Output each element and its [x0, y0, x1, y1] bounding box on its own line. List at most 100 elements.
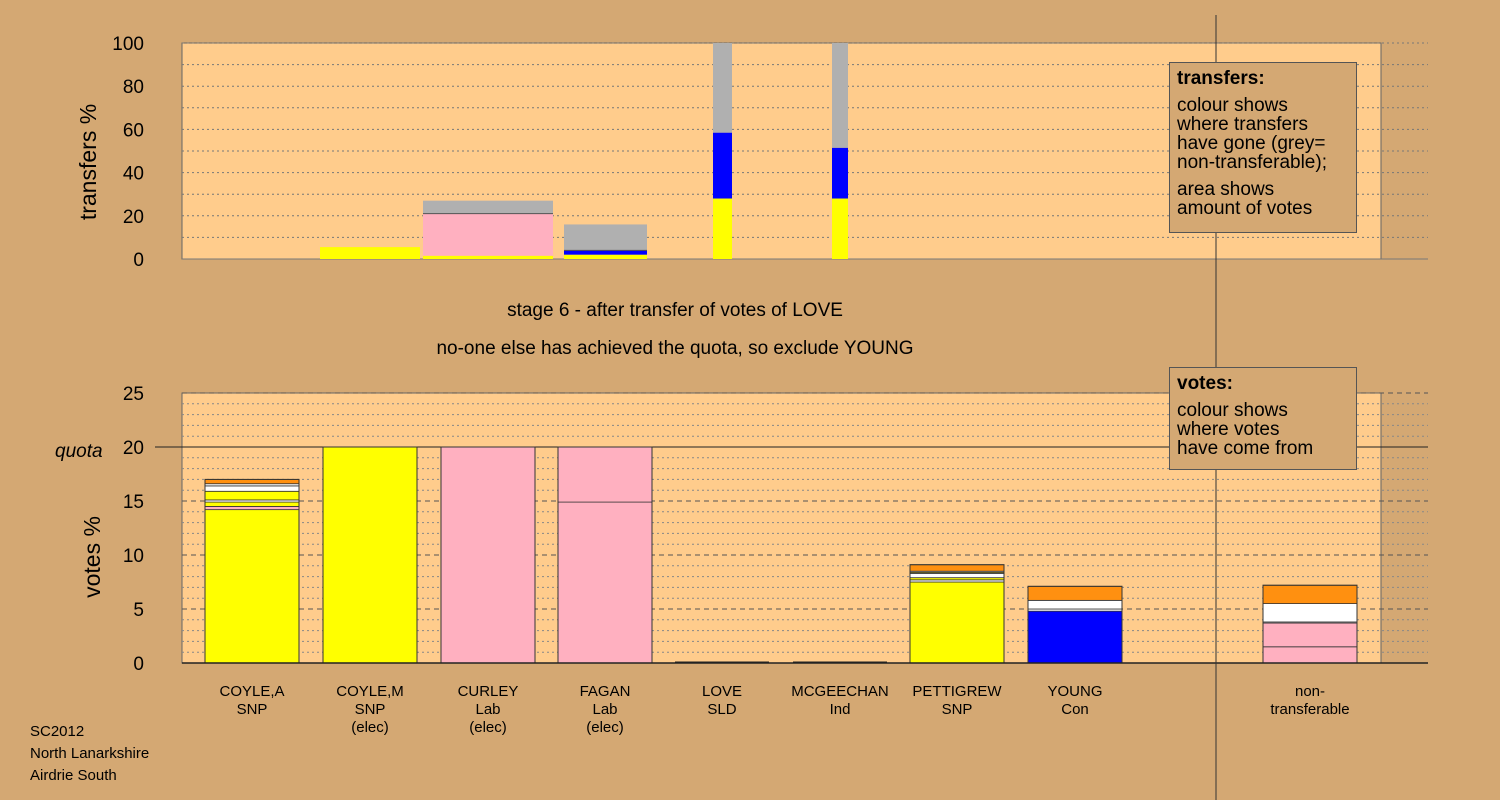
- transfer-bar: [564, 224, 647, 259]
- x-category-label: transferable: [1270, 701, 1349, 718]
- y-tick-label: 20: [123, 438, 144, 459]
- vote-segment: [909, 581, 1005, 664]
- x-category-label: LOVE: [702, 683, 742, 700]
- vote-segment: [557, 446, 653, 503]
- legend-line: have gone (grey=: [1177, 133, 1326, 154]
- legend-line: have come from: [1177, 438, 1314, 459]
- legend-line: non-transferable);: [1177, 152, 1327, 173]
- x-category-label: Ind: [830, 701, 851, 718]
- vote-bar: [1262, 584, 1358, 664]
- transfer-segment: [564, 254, 647, 259]
- vote-segment: [204, 485, 300, 492]
- transfers-y-label: transfers %: [75, 104, 101, 220]
- x-category-label: SLD: [707, 701, 736, 718]
- transfer-segment: [320, 247, 420, 259]
- footer-election: SC2012: [30, 723, 85, 740]
- votes-bars: [182, 446, 1428, 664]
- transfer-segment: [564, 250, 647, 255]
- transfer-bar: [423, 200, 553, 259]
- transfer-segment: [713, 43, 732, 133]
- legend-line: where transfers: [1177, 114, 1308, 135]
- vote-bar: [1027, 585, 1123, 664]
- transfers-bars: [320, 43, 848, 259]
- legend-line: amount of votes: [1177, 198, 1313, 219]
- transfer-bar: [713, 43, 732, 259]
- y-tick-label: 80: [123, 77, 144, 98]
- legend-line: colour shows: [1177, 400, 1288, 421]
- transfers-legend-title: transfers:: [1177, 68, 1265, 89]
- x-category-label: MCGEECHAN: [791, 683, 889, 700]
- vote-bar: [909, 564, 1005, 664]
- vote-segment: [322, 446, 418, 664]
- transfer-segment: [423, 255, 553, 259]
- x-category-label: SNP: [355, 701, 386, 718]
- vote-segment: [1262, 603, 1358, 623]
- vote-segment: [1027, 585, 1123, 601]
- votes-y-label: votes %: [79, 516, 105, 598]
- y-tick-label: 100: [112, 34, 144, 55]
- x-category-label: Con: [1061, 701, 1089, 718]
- transfer-segment: [832, 198, 848, 259]
- footer-council: North Lanarkshire: [30, 745, 150, 762]
- transfers-y-ticks: 0 20 40 60 80 100: [112, 34, 144, 271]
- vote-segment: [1262, 646, 1358, 664]
- x-category-label: CURLEY: [458, 683, 519, 700]
- y-tick-label: 10: [123, 546, 144, 567]
- x-category-label: non-: [1295, 683, 1325, 700]
- legend-line: where votes: [1177, 419, 1280, 440]
- vote-bar: [322, 446, 418, 664]
- transfer-bar: [320, 247, 420, 259]
- votes-x-labels: COYLE,ASNPCOYLE,MSNP(elec)CURLEYLab(elec…: [219, 683, 1349, 736]
- stage-description: stage 6 - after transfer of votes of LOV…: [507, 300, 843, 321]
- y-tick-label: 40: [123, 164, 144, 185]
- vote-segment: [204, 501, 300, 507]
- x-category-label: FAGAN: [580, 683, 631, 700]
- footer-ward: Airdrie South: [30, 767, 117, 784]
- transfer-bar: [832, 43, 848, 259]
- transfer-segment: [564, 224, 647, 251]
- votes-y-ticks: 0 5 10 15 20 25: [123, 384, 144, 675]
- y-tick-label: 5: [133, 600, 144, 621]
- vote-segment: [909, 572, 1005, 579]
- stage-action: no-one else has achieved the quota, so e…: [436, 338, 914, 359]
- transfer-segment: [713, 198, 732, 259]
- quota-label: quota: [55, 441, 103, 462]
- vote-bar: [440, 446, 536, 664]
- y-tick-label: 25: [123, 384, 144, 405]
- y-tick-label: 60: [123, 120, 144, 141]
- x-category-label: Lab: [475, 701, 500, 718]
- votes-legend: votes: colour shows where votes have com…: [1169, 367, 1357, 470]
- vote-segment: [1027, 599, 1123, 610]
- legend-line: area shows: [1177, 179, 1275, 200]
- vote-segment: [204, 505, 300, 511]
- vote-segment: [204, 490, 300, 501]
- transfer-segment: [713, 132, 732, 199]
- x-category-label: SNP: [942, 701, 973, 718]
- x-category-label: (elec): [586, 719, 624, 736]
- footer-info: SC2012 North Lanarkshire Airdrie South: [30, 721, 149, 787]
- vote-segment: [440, 446, 536, 664]
- x-category-label: YOUNG: [1047, 683, 1102, 700]
- vote-segment: [1027, 610, 1123, 664]
- vote-segment: [557, 501, 653, 664]
- transfer-segment: [832, 43, 848, 148]
- x-category-label: COYLE,A: [219, 683, 284, 700]
- x-category-label: COYLE,M: [336, 683, 404, 700]
- transfer-segment: [423, 200, 553, 214]
- transfer-segment: [832, 147, 848, 199]
- y-tick-label: 0: [133, 250, 144, 271]
- x-category-label: (elec): [469, 719, 507, 736]
- y-tick-label: 15: [123, 492, 144, 513]
- y-tick-label: 20: [123, 207, 144, 228]
- x-category-label: (elec): [351, 719, 389, 736]
- votes-legend-text: colour shows where votes have come from: [1177, 401, 1349, 458]
- transfers-legend: transfers: colour shows where transfers …: [1169, 62, 1357, 233]
- x-category-label: Lab: [592, 701, 617, 718]
- vote-segment: [204, 509, 300, 664]
- vote-segment: [1262, 622, 1358, 648]
- transfers-legend-text: colour shows where transfers have gone (…: [1177, 96, 1349, 172]
- x-category-label: SNP: [237, 701, 268, 718]
- vote-segment: [204, 478, 300, 485]
- vote-segment: [909, 564, 1005, 572]
- legend-line: colour shows: [1177, 95, 1288, 116]
